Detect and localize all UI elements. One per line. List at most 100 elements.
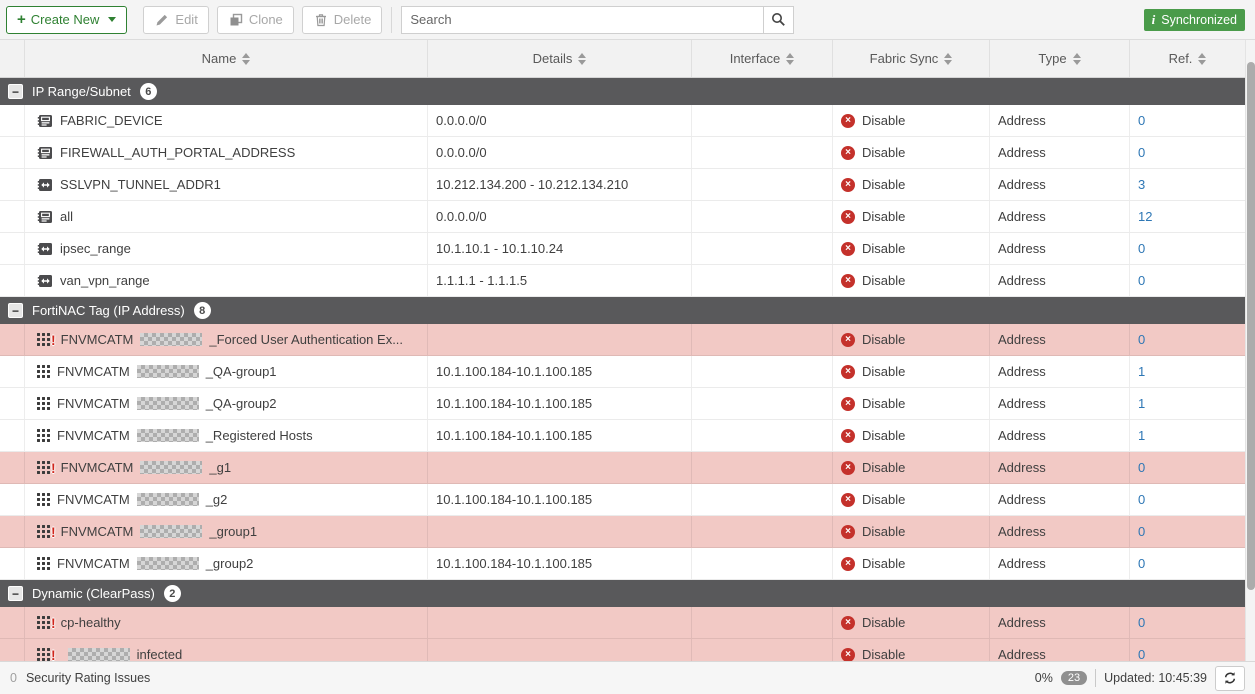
- interface-cell: [692, 137, 833, 168]
- ref-link[interactable]: 1: [1138, 428, 1146, 443]
- ref-cell: 0: [1130, 137, 1245, 168]
- ref-link[interactable]: 0: [1138, 492, 1146, 507]
- column-header-interface[interactable]: Interface: [692, 40, 833, 77]
- fortinac-tag-icon: [37, 493, 50, 506]
- disable-icon: ×: [841, 428, 855, 443]
- column-header-ref[interactable]: Ref.: [1130, 40, 1245, 77]
- security-rating-link[interactable]: Security Rating Issues: [25, 671, 151, 685]
- ref-link[interactable]: 0: [1138, 524, 1146, 539]
- table-row[interactable]: ! FNVMCATM _Forced User Authentication Ex.…: [0, 324, 1245, 356]
- details-cell: 10.1.100.184-10.1.100.185: [428, 356, 692, 387]
- ref-link[interactable]: 12: [1138, 209, 1153, 224]
- type-cell: Address: [990, 169, 1130, 200]
- create-new-button[interactable]: + Create New: [6, 5, 128, 34]
- fabric-sync-value: Disable: [862, 177, 906, 192]
- delete-label: Delete: [333, 12, 372, 27]
- name-cell: van_vpn_range: [25, 265, 428, 296]
- row-select-cell: [0, 105, 25, 136]
- ref-link[interactable]: 0: [1138, 615, 1146, 630]
- column-header-details[interactable]: Details: [428, 40, 692, 77]
- disable-icon: ×: [841, 113, 855, 128]
- delete-button[interactable]: Delete: [301, 5, 383, 34]
- type-cell: Address: [990, 420, 1130, 451]
- fortinac-tag-icon: [37, 397, 50, 410]
- table-row[interactable]: ! FNVMCATM _group1 × Disable Address 0: [0, 516, 1245, 548]
- interface-cell: [692, 420, 833, 451]
- collapse-icon[interactable]: −: [8, 586, 23, 601]
- fortinac-tag-icon: [37, 461, 50, 474]
- refresh-button[interactable]: [1215, 665, 1245, 691]
- collapse-icon[interactable]: −: [8, 303, 23, 318]
- address-name: SSLVPN_TUNNEL_ADDR1: [60, 177, 221, 192]
- ref-link[interactable]: 0: [1138, 113, 1146, 128]
- column-header-fabric-sync[interactable]: Fabric Sync: [833, 40, 990, 77]
- search-button[interactable]: [763, 5, 795, 34]
- column-header-type[interactable]: Type: [990, 40, 1130, 77]
- row-select-cell: [0, 420, 25, 451]
- section-count-badge: 6: [139, 83, 157, 100]
- address-name: FNVMCATM: [60, 332, 134, 347]
- disable-icon: ×: [841, 647, 855, 661]
- ref-link[interactable]: 0: [1138, 647, 1146, 661]
- fabric-sync-cell: × Disable: [833, 105, 990, 136]
- ref-link[interactable]: 0: [1138, 556, 1146, 571]
- interface-cell: [692, 639, 833, 661]
- interface-cell: [692, 105, 833, 136]
- edit-button[interactable]: Edit: [143, 5, 209, 34]
- table-row[interactable]: ! FNVMCATM _g1 × Disable Address 0: [0, 452, 1245, 484]
- notification-count-badge[interactable]: 23: [1060, 671, 1088, 685]
- ref-link[interactable]: 1: [1138, 364, 1146, 379]
- ref-link[interactable]: 1: [1138, 396, 1146, 411]
- address-name-suffix: _group1: [209, 524, 258, 539]
- table-row[interactable]: van_vpn_range 1.1.1.1 - 1.1.1.5 × Disable Ad…: [0, 265, 1245, 297]
- ref-link[interactable]: 0: [1138, 332, 1146, 347]
- table-row[interactable]: FNVMCATM _QA-group2 10.1.100.184-10.1.100.…: [0, 388, 1245, 420]
- redacted-text: [140, 525, 203, 538]
- address-name-suffix: _g1: [209, 460, 232, 475]
- name-cell: FNVMCATM _Registered Hosts: [25, 420, 428, 451]
- section-header[interactable]: − IP Range/Subnet 6: [0, 78, 1245, 105]
- ref-link[interactable]: 0: [1138, 460, 1146, 475]
- disable-icon: ×: [841, 177, 855, 192]
- ref-cell: 1: [1130, 388, 1245, 419]
- address-name: van_vpn_range: [60, 273, 150, 288]
- column-header-name[interactable]: Name: [25, 40, 428, 77]
- section-header[interactable]: − Dynamic (ClearPass) 2: [0, 580, 1245, 607]
- row-select-cell: [0, 324, 25, 355]
- table-row[interactable]: FNVMCATM _Registered Hosts 10.1.100.184-10…: [0, 420, 1245, 452]
- table-row[interactable]: FNVMCATM _g2 10.1.100.184-10.1.100.185 × Dis…: [0, 484, 1245, 516]
- disable-icon: ×: [841, 364, 855, 379]
- ref-cell: 0: [1130, 265, 1245, 296]
- row-select-cell: [0, 201, 25, 232]
- vertical-scrollbar-thumb[interactable]: [1247, 62, 1255, 590]
- address-name-suffix: _QA-group2: [205, 396, 277, 411]
- fabric-sync-cell: × Disable: [833, 233, 990, 264]
- ref-cell: 0: [1130, 484, 1245, 515]
- ref-cell: 0: [1130, 233, 1245, 264]
- column-label: Name: [201, 51, 237, 66]
- table-row[interactable]: ipsec_range 10.1.10.1 - 10.1.10.24 × Disabl…: [0, 233, 1245, 265]
- section-header[interactable]: − FortiNAC Tag (IP Address) 8: [0, 297, 1245, 324]
- table-row[interactable]: ! infected × Disable Address 0: [0, 639, 1245, 661]
- disable-icon: ×: [841, 556, 855, 571]
- synchronized-badge[interactable]: i Synchronized: [1143, 8, 1245, 31]
- ref-link[interactable]: 0: [1138, 273, 1146, 288]
- search-input[interactable]: [401, 5, 764, 34]
- table-row[interactable]: FNVMCATM _group2 10.1.100.184-10.1.100.185…: [0, 548, 1245, 580]
- fabric-sync-value: Disable: [862, 460, 906, 475]
- collapse-icon[interactable]: −: [8, 84, 23, 99]
- address-name: FNVMCATM: [57, 364, 130, 379]
- toolbar-divider: [391, 6, 393, 33]
- ref-link[interactable]: 3: [1138, 177, 1146, 192]
- table-row[interactable]: SSLVPN_TUNNEL_ADDR1 10.212.134.200 - 10.2…: [0, 169, 1245, 201]
- clone-button[interactable]: Clone: [216, 5, 294, 34]
- table-row[interactable]: FABRIC_DEVICE 0.0.0.0/0 × Disable Address 0: [0, 105, 1245, 137]
- ref-link[interactable]: 0: [1138, 145, 1146, 160]
- toolbar: + Create New Edit Clone Delete i Synchron…: [0, 0, 1255, 40]
- details-cell: 10.1.10.1 - 10.1.10.24: [428, 233, 692, 264]
- ref-link[interactable]: 0: [1138, 241, 1146, 256]
- table-row[interactable]: FNVMCATM _QA-group1 10.1.100.184-10.1.100.…: [0, 356, 1245, 388]
- table-row[interactable]: all 0.0.0.0/0 × Disable Address 12: [0, 201, 1245, 233]
- table-row[interactable]: ! cp-healthy × Disable Address 0: [0, 607, 1245, 639]
- table-row[interactable]: FIREWALL_AUTH_PORTAL_ADDRESS 0.0.0.0/0 × Di…: [0, 137, 1245, 169]
